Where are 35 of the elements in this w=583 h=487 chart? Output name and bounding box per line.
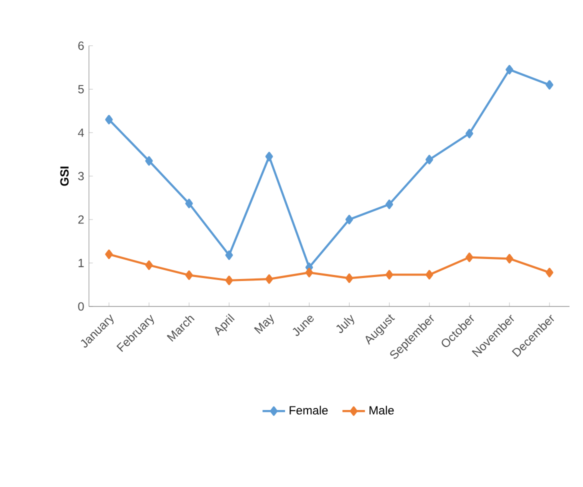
point xyxy=(345,274,354,284)
x-tick-label: May xyxy=(254,314,274,334)
legend-label: Female xyxy=(290,406,328,415)
y-tick-label: 5 xyxy=(78,85,84,94)
y-tick-label: 4 xyxy=(78,128,84,137)
point xyxy=(145,156,153,166)
legend-label: Male xyxy=(370,406,394,415)
y-tick-label: 6 xyxy=(78,42,84,50)
point xyxy=(546,80,554,90)
point xyxy=(506,65,514,74)
point xyxy=(466,128,474,138)
point xyxy=(385,270,394,280)
point xyxy=(426,154,434,164)
point xyxy=(145,260,153,270)
x-tick-label: July xyxy=(336,314,354,334)
point xyxy=(225,276,233,286)
point xyxy=(546,268,554,278)
point xyxy=(105,114,113,124)
point xyxy=(466,252,474,262)
point xyxy=(345,214,354,224)
point xyxy=(385,200,394,210)
y-tick-label: 2 xyxy=(78,215,84,224)
point xyxy=(185,270,193,280)
point xyxy=(265,152,273,162)
point xyxy=(265,274,273,284)
point xyxy=(506,254,514,264)
point xyxy=(105,250,113,260)
point xyxy=(225,250,233,260)
point xyxy=(305,268,314,278)
y-tick-label: 1 xyxy=(78,259,84,268)
y-tick-label: 0 xyxy=(78,302,84,311)
point xyxy=(426,270,434,280)
y-tick-label: 3 xyxy=(78,172,84,180)
point xyxy=(185,198,193,208)
y-axis-title: GSI xyxy=(60,166,69,186)
